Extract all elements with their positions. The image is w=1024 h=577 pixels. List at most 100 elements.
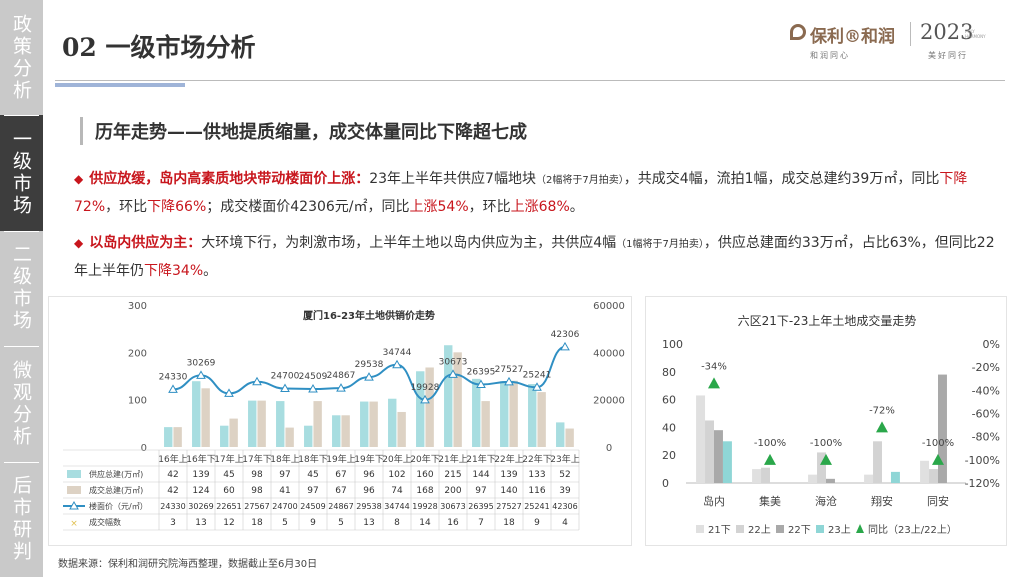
x-tick-label: 19年上 [326, 453, 355, 465]
table-cell: 74 [391, 486, 403, 496]
diamond-bullet-icon: ◆ [74, 172, 84, 186]
supply-bar [164, 427, 173, 447]
sidebar-item[interactable]: 二级市场 [0, 231, 43, 346]
price-marker [532, 382, 542, 391]
table-row-label: 成交总建(万㎡) [89, 485, 143, 495]
data-source-note: 数据来源：保利和润研究院海西整理，数据截止至6月30日 [58, 559, 318, 570]
y2-tick-label: 0% [983, 338, 1000, 351]
supply-bar [528, 384, 537, 447]
deal-bar [425, 367, 434, 447]
supply-bar [444, 345, 453, 447]
table-cell: 5 [282, 518, 288, 528]
price-data-label: 29538 [355, 360, 384, 370]
bullet-text: 大环境下行，为刺激市场，上半年土地以岛内供应为主，共供应4幅 [201, 235, 617, 251]
yoy-marker [932, 453, 944, 465]
district-bar [761, 467, 770, 483]
x-tick-label: 17年下 [242, 453, 271, 465]
y-tick-label: 100 [128, 396, 147, 407]
legend-label: 23上 [828, 524, 851, 536]
price-data-label: 24867 [327, 371, 356, 381]
y2-tick-label: -100% [965, 454, 1000, 467]
sidebar-divider [4, 461, 39, 463]
district-volume-chart: 六区21下-23上年土地成交量走势 0 20 40 60 80 100 0% -20% -40% -… [662, 313, 1000, 536]
sidebar-item[interactable]: 政策分析 [0, 0, 43, 115]
chart-title: 六区21下-23上年土地成交量走势 [738, 313, 917, 328]
headline-marker [80, 117, 83, 145]
deal-bar [229, 418, 238, 447]
table-cell: 160 [416, 470, 433, 480]
price-data-label: 27527 [495, 365, 524, 375]
yoy-marker [708, 377, 720, 389]
yoy-marker [820, 453, 832, 465]
supply-bar [416, 371, 425, 447]
table-cell: 97 [475, 486, 486, 496]
title-divider [55, 80, 1005, 81]
table-cell: 98 [251, 470, 263, 480]
price-data-label: 34744 [383, 348, 412, 358]
deal-bar [397, 411, 406, 447]
price-marker [448, 369, 458, 378]
table-cell: 29538 [356, 502, 381, 511]
table-cell: 13 [363, 518, 374, 528]
table-cell: 39 [559, 486, 571, 496]
table-cell: 8 [394, 518, 400, 528]
table-cell: 98 [251, 486, 263, 496]
table-cell: 139 [192, 470, 209, 480]
table-cell: 30269 [188, 502, 213, 511]
table-cell: 34744 [384, 502, 409, 511]
sidebar-divider [4, 115, 39, 117]
supply-bar [304, 425, 313, 447]
bullet-text: 23年上半年共供应7幅地块 [369, 171, 536, 187]
y2-tick-label: 20000 [593, 396, 625, 407]
price-marker [336, 383, 346, 392]
yoy-marker [876, 421, 888, 433]
table-cell: 24867 [328, 502, 353, 511]
yoy-data-label: -100% [754, 438, 786, 449]
bullet-lead: 供应放缓，岛内高素质地块带动楼面价上涨： [89, 171, 370, 187]
table-cell: 215 [444, 470, 461, 480]
table-row-label: 楼面价（元/㎡） [89, 501, 148, 511]
sidebar-item-label: 二级市场 [10, 244, 32, 333]
legend-label: 22下 [788, 525, 811, 536]
bullet-text: ；成交楼面价42306元/㎡，同比 [206, 199, 410, 215]
district-bar [920, 460, 930, 483]
deal-bar [481, 401, 490, 447]
x-tick-label: 集美 [759, 494, 781, 508]
x-tick-label: 16年下 [186, 453, 215, 465]
bullet-text: 。 [203, 263, 218, 279]
bullet-highlight: 下降34% [144, 263, 204, 279]
logo-brand-text: 保利®和润 [810, 27, 895, 47]
x-tick-label: 22年上 [494, 453, 523, 465]
deal-bar [313, 401, 322, 447]
table-cell: 60 [223, 486, 235, 496]
table-cell: 139 [500, 470, 517, 480]
table-cell: 97 [307, 486, 318, 496]
supply-bar [500, 381, 509, 447]
logo-divider [910, 22, 911, 46]
diamond-bullet-icon: ◆ [74, 236, 84, 250]
price-data-label: 26395 [467, 368, 496, 378]
district-volume-chart-panel: 六区21下-23上年土地成交量走势 0 20 40 60 80 100 0% -20% -40% -… [645, 296, 1007, 546]
sidebar-item[interactable]: 微观分析 [0, 346, 43, 461]
legend-swatch-supply [67, 470, 81, 478]
legend-marker-price [69, 500, 79, 510]
land-trend-chart: 厦门16-23年土地供销价走势 0 100 200 300 0 20000 40000 6000… [63, 301, 625, 531]
table-cell: 96 [363, 486, 375, 496]
price-marker [196, 370, 206, 379]
sidebar-item[interactable]: 后市研判 [0, 462, 43, 577]
supply-bar [220, 425, 229, 447]
sidebar-divider [4, 346, 39, 348]
price-marker [504, 376, 514, 386]
table-cell: 25241 [524, 502, 549, 511]
supply-bar [472, 378, 481, 447]
yoy-marker [764, 453, 776, 465]
table-cell: 30673 [440, 502, 465, 511]
sidebar-item-label: 后市研判 [10, 475, 32, 564]
price-marker [364, 372, 374, 381]
table-cell: 102 [388, 470, 405, 480]
table-cell: 3 [170, 518, 176, 528]
sidebar-item[interactable]: 一级市场 [0, 115, 43, 231]
y2-tick-label: 60000 [593, 301, 625, 312]
district-bar [752, 469, 762, 483]
district-bar [705, 420, 714, 483]
